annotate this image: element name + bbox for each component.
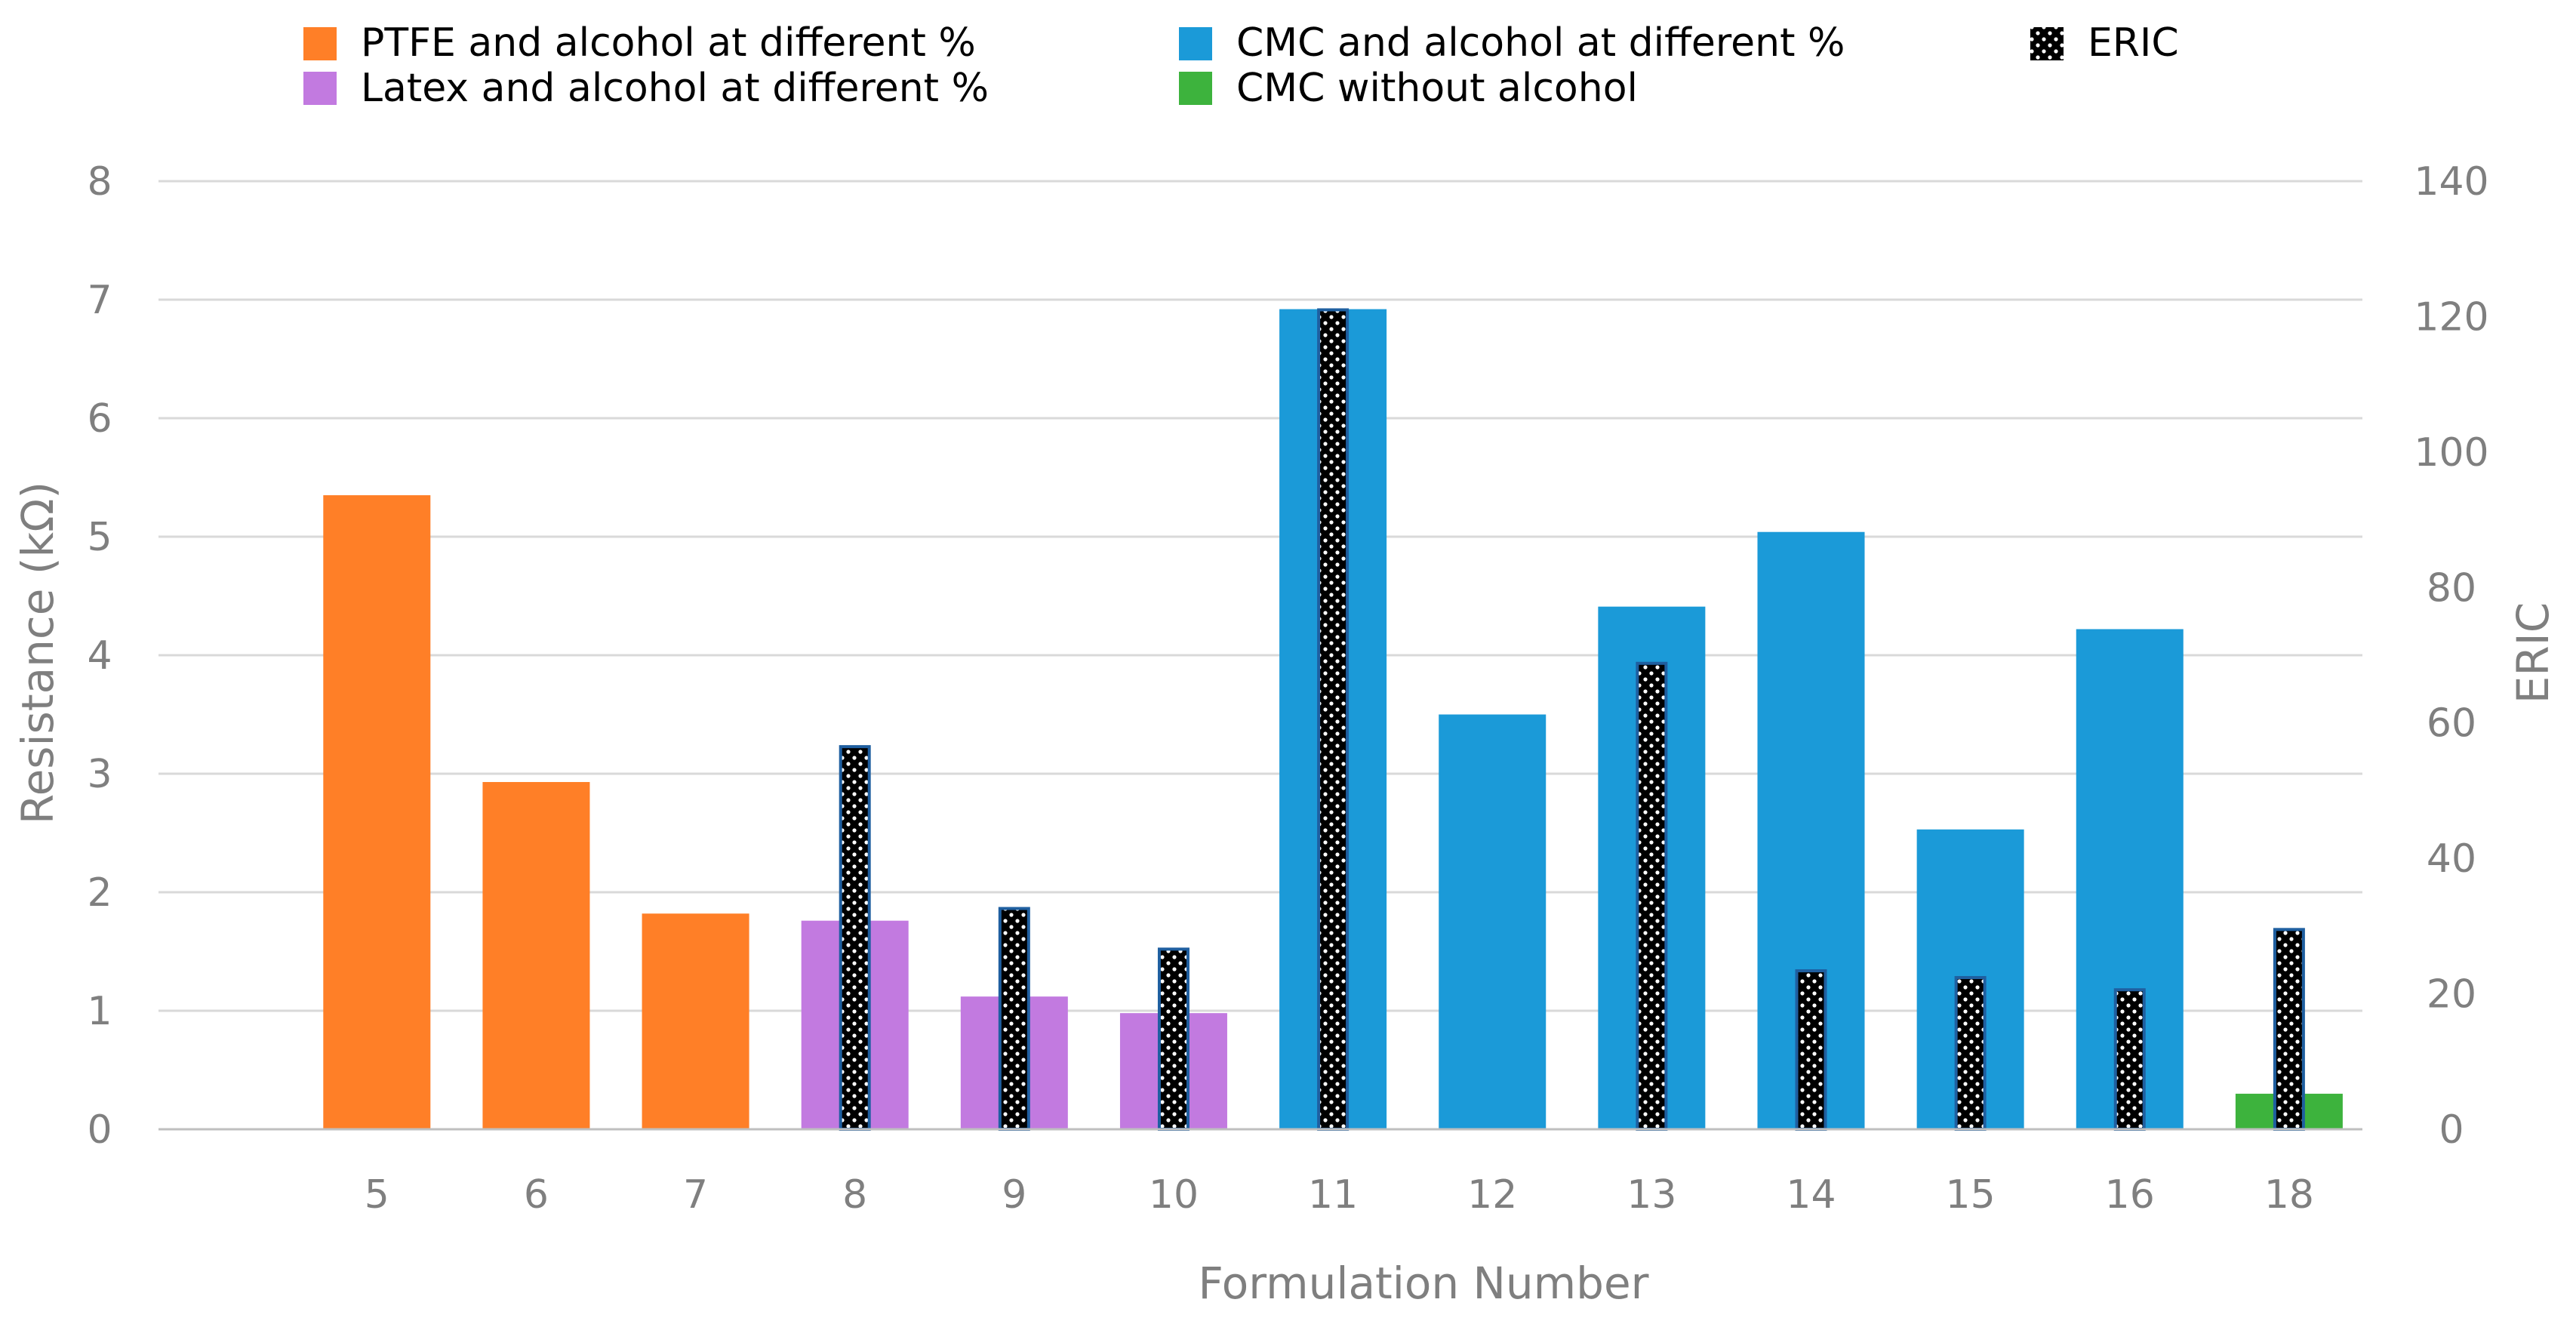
y2-tick-label: 0 — [2439, 1107, 2464, 1153]
eric-bars — [839, 308, 2305, 1132]
x-tick-label: 6 — [524, 1172, 549, 1218]
bar-eric-11 — [1317, 308, 1350, 1131]
y-tick-label: 1 — [87, 989, 112, 1034]
legend-swatch-eric — [2030, 27, 2064, 60]
y-tick-label: 4 — [87, 633, 112, 679]
legend-swatch-latex — [303, 72, 337, 105]
x-tick-label: 16 — [2105, 1172, 2155, 1218]
legend-label-latex: Latex and alcohol at different % — [361, 66, 989, 111]
legend-label-cmc_no_alcohol: CMC without alcohol — [1236, 66, 1638, 111]
bar-resistance-7 — [642, 913, 749, 1129]
bar-eric-15 — [1954, 976, 1987, 1132]
bar-eric-14 — [1795, 969, 1827, 1132]
x-tick-label: 15 — [1946, 1172, 1996, 1218]
y-tick-label: 7 — [87, 278, 112, 323]
y2-tick-label: 100 — [2414, 430, 2488, 476]
x-axis-title: Formulation Number — [1198, 1258, 1648, 1309]
x-tick-label: 9 — [1002, 1172, 1026, 1218]
legend-label-cmc: CMC and alcohol at different % — [1236, 20, 1845, 66]
y2-axis-title: ERIC — [2507, 602, 2559, 704]
x-tick-label: 12 — [1467, 1172, 1517, 1218]
y2-tick-label: 60 — [2427, 701, 2476, 747]
bar-eric-16 — [2113, 988, 2146, 1132]
bar-resistance-5 — [323, 495, 431, 1129]
legend-swatch-cmc_no_alcohol — [1179, 72, 1212, 105]
y2-tick-label: 40 — [2427, 836, 2476, 882]
legend-swatch-cmc — [1179, 27, 1212, 60]
bar-eric-9 — [998, 907, 1030, 1131]
bar-resistance-12 — [1439, 714, 1547, 1129]
bar-resistance-6 — [482, 781, 590, 1129]
x-tick-label: 7 — [683, 1172, 708, 1218]
x-tick-label: 8 — [842, 1172, 867, 1218]
legend-swatch-ptfe — [303, 27, 337, 60]
y-tick-label: 0 — [87, 1107, 112, 1153]
y2-tick-label: 120 — [2414, 294, 2488, 340]
legend-label-ptfe: PTFE and alcohol at different % — [361, 20, 976, 66]
y-tick-label: 2 — [87, 870, 112, 916]
x-tick-label: 14 — [1786, 1172, 1836, 1218]
x-tick-label: 10 — [1149, 1172, 1199, 1218]
y-tick-label: 5 — [87, 515, 112, 560]
y-tick-label: 6 — [87, 396, 112, 442]
legend-label-eric: ERIC — [2088, 20, 2179, 66]
bar-eric-8 — [839, 745, 871, 1131]
y-tick-label: 3 — [87, 752, 112, 797]
x-tick-label: 5 — [365, 1172, 389, 1218]
y-tick-label: 8 — [87, 159, 112, 205]
y2-tick-label: 140 — [2414, 159, 2488, 205]
x-tick-label: 18 — [2264, 1172, 2314, 1218]
bar-eric-10 — [1157, 947, 1190, 1131]
y2-tick-label: 80 — [2427, 565, 2476, 611]
bar-eric-13 — [1636, 661, 1668, 1131]
bar-eric-18 — [2273, 928, 2305, 1132]
y-axis-title: Resistance (kΩ) — [12, 482, 63, 824]
x-tick-label: 13 — [1627, 1172, 1676, 1218]
y2-tick-label: 20 — [2427, 972, 2476, 1018]
legend: PTFE and alcohol at different %Latex and… — [303, 20, 2179, 111]
x-tick-label: 11 — [1308, 1172, 1358, 1218]
